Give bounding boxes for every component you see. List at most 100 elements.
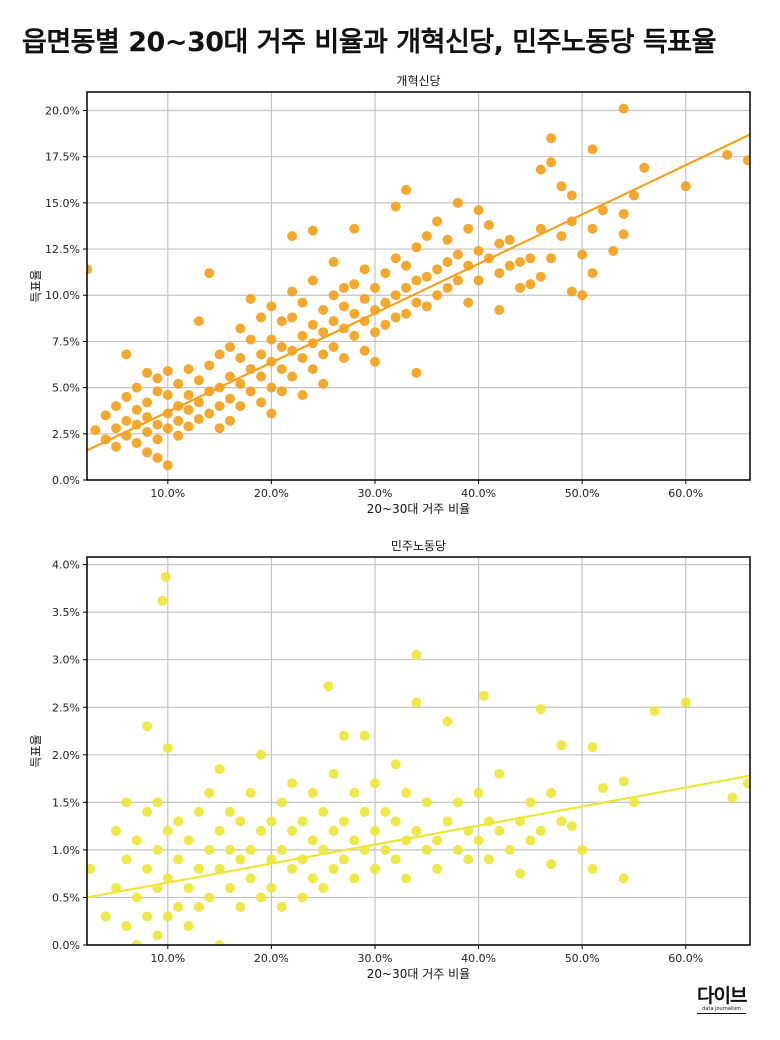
data-point [411,367,422,378]
data-point [742,155,750,166]
data-point [359,293,370,304]
data-point [473,787,484,798]
y-axis-label: 득표율 [29,269,43,302]
data-point [587,742,598,753]
data-point [421,301,432,312]
data-point [287,231,298,242]
x-tick-label: 10.0% [150,487,185,500]
data-point [411,825,422,836]
data-point [401,282,412,293]
data-point [473,205,484,216]
chart-2: 10.0% 20.0% 30.0% 40.0% 50.0% 60.0% 0.0% 0.5% 1.… [29,539,751,981]
data-point [224,882,235,893]
data-point [390,816,401,827]
data-point [587,223,598,234]
data-point [142,863,153,874]
data-point [162,460,173,471]
data-point [142,911,153,922]
data-point [204,892,215,903]
data-point [214,423,225,434]
data-point [152,373,163,384]
data-point [442,816,453,827]
x-axis-label: 20~30대 거주 비율 [367,502,470,516]
data-point [111,401,122,412]
data-point [556,816,567,827]
data-point [256,371,267,382]
y-tick-label: 12.5% [45,243,80,256]
data-point [380,806,391,817]
data-point [204,360,215,371]
data-point [193,397,204,408]
data-point [173,854,184,865]
data-point [566,821,577,832]
data-point [442,282,453,293]
data-point [266,816,277,827]
data-point [556,231,567,242]
data-point [287,312,298,323]
data-point [525,797,536,808]
data-point [90,425,101,436]
data-point [338,301,349,312]
data-point [224,844,235,855]
data-point [546,787,557,798]
data-point [359,345,370,356]
data-point [369,282,380,293]
x-tick-label: 40.0% [461,487,496,500]
data-point [204,408,215,419]
y-tick-label: 10.0% [45,289,80,302]
data-point [131,438,142,449]
data-point [235,816,246,827]
x-tick-label: 20.0% [254,487,289,500]
data-point [338,854,349,865]
data-point [318,378,329,389]
data-point [525,279,536,290]
data-point [649,706,660,717]
data-point [204,268,215,279]
logo-subtitle: data journalism [697,1006,747,1014]
data-point [349,787,360,798]
data-point [401,260,412,271]
y-tick-label: 20.0% [45,104,80,117]
data-point [214,764,225,775]
chart-title: 민주노동당 [391,539,446,553]
y-tick-label: 3.0% [52,654,80,667]
data-point [256,749,267,760]
x-tick-label: 30.0% [358,952,393,965]
regression-line [87,133,750,452]
data-point [722,149,733,160]
data-point [742,778,750,789]
plot-frame [86,556,751,946]
data-point [369,778,380,789]
data-point [618,229,629,240]
data-point [256,397,267,408]
data-point [452,797,463,808]
data-point [245,386,256,397]
data-point [297,330,308,341]
y-tick-label: 0.5% [52,891,80,904]
data-point [245,787,256,798]
data-point [193,863,204,874]
data-point [142,397,153,408]
y-tick-label: 1.5% [52,796,80,809]
data-point [390,854,401,865]
data-point [266,882,277,893]
data-point [380,268,391,279]
data-point [338,282,349,293]
data-point [193,316,204,327]
data-point [318,806,329,817]
data-point [235,401,246,412]
data-point [618,208,629,219]
data-point [432,216,443,227]
data-point [318,882,329,893]
data-point [618,873,629,884]
data-point [525,835,536,846]
y-tick-label: 0.0% [52,474,80,487]
data-point [442,716,453,727]
data-point [432,264,443,275]
data-point [121,391,132,402]
data-point [328,341,339,352]
data-point [266,408,277,419]
data-point [162,911,173,922]
data-point [639,162,650,173]
